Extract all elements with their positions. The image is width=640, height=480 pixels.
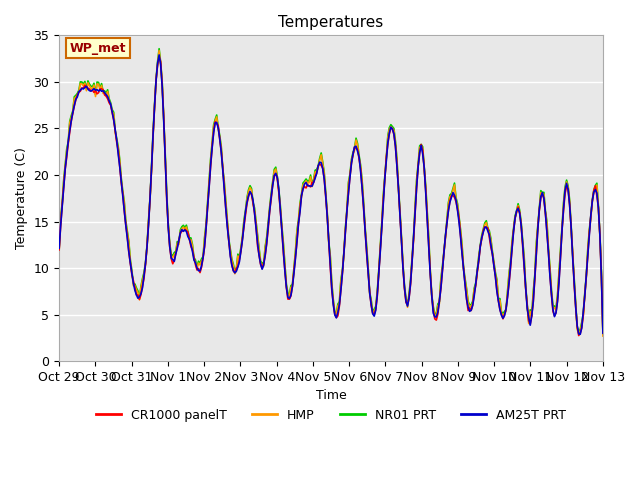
HMP bbox=[156, 48, 163, 53]
HMP bbox=[55, 247, 63, 253]
NR01 PRT bbox=[570, 276, 578, 281]
CR1000 panelT bbox=[599, 330, 607, 336]
CR1000 panelT bbox=[122, 222, 130, 228]
HMP bbox=[570, 277, 578, 283]
CR1000 panelT bbox=[575, 333, 582, 338]
HMP bbox=[237, 247, 244, 252]
AM25T PRT bbox=[599, 330, 607, 336]
AM25T PRT bbox=[122, 222, 130, 228]
NR01 PRT bbox=[246, 183, 254, 189]
HMP bbox=[599, 333, 607, 339]
NR01 PRT bbox=[55, 245, 63, 251]
NR01 PRT bbox=[599, 331, 607, 337]
AM25T PRT bbox=[577, 331, 584, 337]
CR1000 panelT bbox=[219, 164, 227, 170]
X-axis label: Time: Time bbox=[316, 389, 346, 402]
HMP bbox=[294, 219, 302, 225]
Title: Temperatures: Temperatures bbox=[278, 15, 383, 30]
NR01 PRT bbox=[237, 245, 244, 251]
Y-axis label: Temperature (C): Temperature (C) bbox=[15, 147, 28, 249]
HMP bbox=[246, 185, 254, 191]
Text: WP_met: WP_met bbox=[70, 42, 127, 55]
Line: CR1000 panelT: CR1000 panelT bbox=[59, 57, 603, 336]
AM25T PRT bbox=[570, 279, 578, 285]
Line: AM25T PRT: AM25T PRT bbox=[59, 55, 603, 334]
HMP bbox=[122, 220, 130, 226]
CR1000 panelT bbox=[570, 282, 578, 288]
HMP bbox=[219, 167, 227, 173]
NR01 PRT bbox=[294, 217, 302, 223]
CR1000 panelT bbox=[237, 248, 244, 254]
NR01 PRT bbox=[156, 46, 163, 51]
NR01 PRT bbox=[122, 218, 130, 224]
Line: NR01 PRT: NR01 PRT bbox=[59, 48, 603, 334]
CR1000 panelT bbox=[156, 54, 163, 60]
Line: HMP: HMP bbox=[59, 50, 603, 336]
CR1000 panelT bbox=[246, 190, 254, 195]
AM25T PRT bbox=[55, 245, 63, 251]
AM25T PRT bbox=[237, 248, 244, 254]
CR1000 panelT bbox=[294, 221, 302, 227]
Legend: CR1000 panelT, HMP, NR01 PRT, AM25T PRT: CR1000 panelT, HMP, NR01 PRT, AM25T PRT bbox=[92, 404, 571, 427]
AM25T PRT bbox=[219, 167, 227, 172]
CR1000 panelT bbox=[55, 247, 63, 253]
AM25T PRT bbox=[156, 52, 163, 58]
NR01 PRT bbox=[219, 165, 227, 171]
AM25T PRT bbox=[294, 221, 302, 227]
AM25T PRT bbox=[246, 189, 254, 194]
